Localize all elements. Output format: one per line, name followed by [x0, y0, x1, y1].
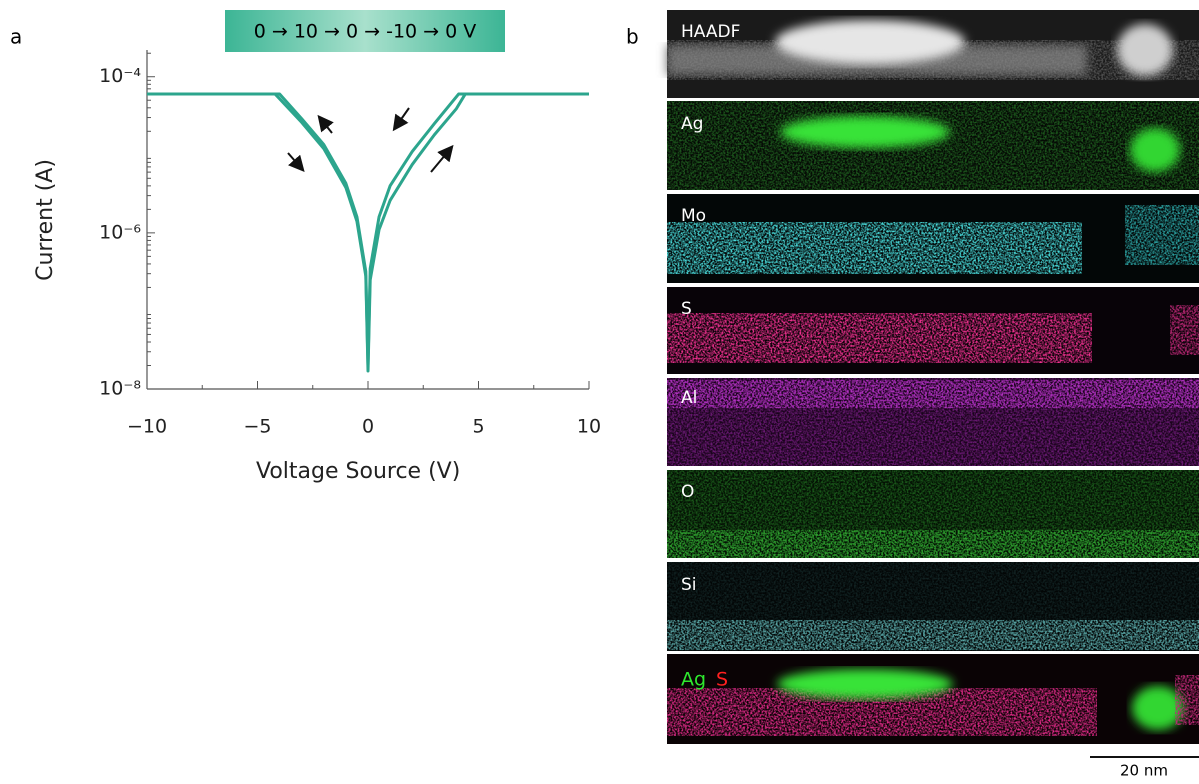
scale-bar-label: 20 nm — [1120, 762, 1168, 780]
map-si: Si — [667, 562, 1199, 651]
map-label: HAADF — [681, 22, 740, 42]
x-tick-label: 10 — [577, 416, 601, 438]
map-al: Al — [667, 378, 1199, 466]
arrow — [392, 107, 410, 132]
map-label: S — [681, 299, 692, 319]
arrow — [430, 144, 454, 173]
data-line — [147, 92, 589, 367]
x-tick-label: −5 — [243, 416, 271, 438]
x-tick-label: −10 — [127, 416, 167, 438]
map-ag: Ag — [667, 101, 1199, 190]
panel-label: b — [626, 25, 639, 49]
x-tick-label: 5 — [472, 416, 484, 438]
y-tick-label: 10⁻⁴ — [99, 65, 141, 87]
arrow — [287, 152, 305, 173]
arrow — [317, 114, 334, 134]
map-mo: Mo — [667, 194, 1199, 283]
map-label: Al — [681, 388, 697, 408]
panel-label: a — [10, 25, 22, 49]
overlay-label: Ag — [681, 669, 706, 691]
y-tick-label: 10⁻⁸ — [99, 378, 141, 400]
eds-maps: HAADF Ag Mo S Al O Si Ag S — [667, 10, 1199, 780]
chart-title: 0 → 10 → 0 → -10 → 0 V — [254, 21, 477, 43]
map-haadf: HAADF — [667, 10, 1199, 98]
y-axis-label: Current (A) — [33, 159, 58, 281]
map-overlay: Ag S — [667, 654, 1199, 744]
x-tick-label: 0 — [362, 416, 374, 438]
x-axis-label: Voltage Source (V) — [256, 459, 460, 484]
title-box — [225, 10, 505, 52]
annotation-arrows — [287, 107, 454, 173]
map-label: Si — [681, 575, 697, 595]
map-o: O — [667, 470, 1199, 558]
map-s: S — [667, 287, 1199, 374]
map-label: Ag — [681, 114, 703, 134]
map-label: O — [681, 482, 694, 502]
map-label: Mo — [681, 206, 706, 226]
overlay-label: S — [716, 669, 728, 691]
y-tick-label: 10⁻⁶ — [99, 221, 141, 243]
